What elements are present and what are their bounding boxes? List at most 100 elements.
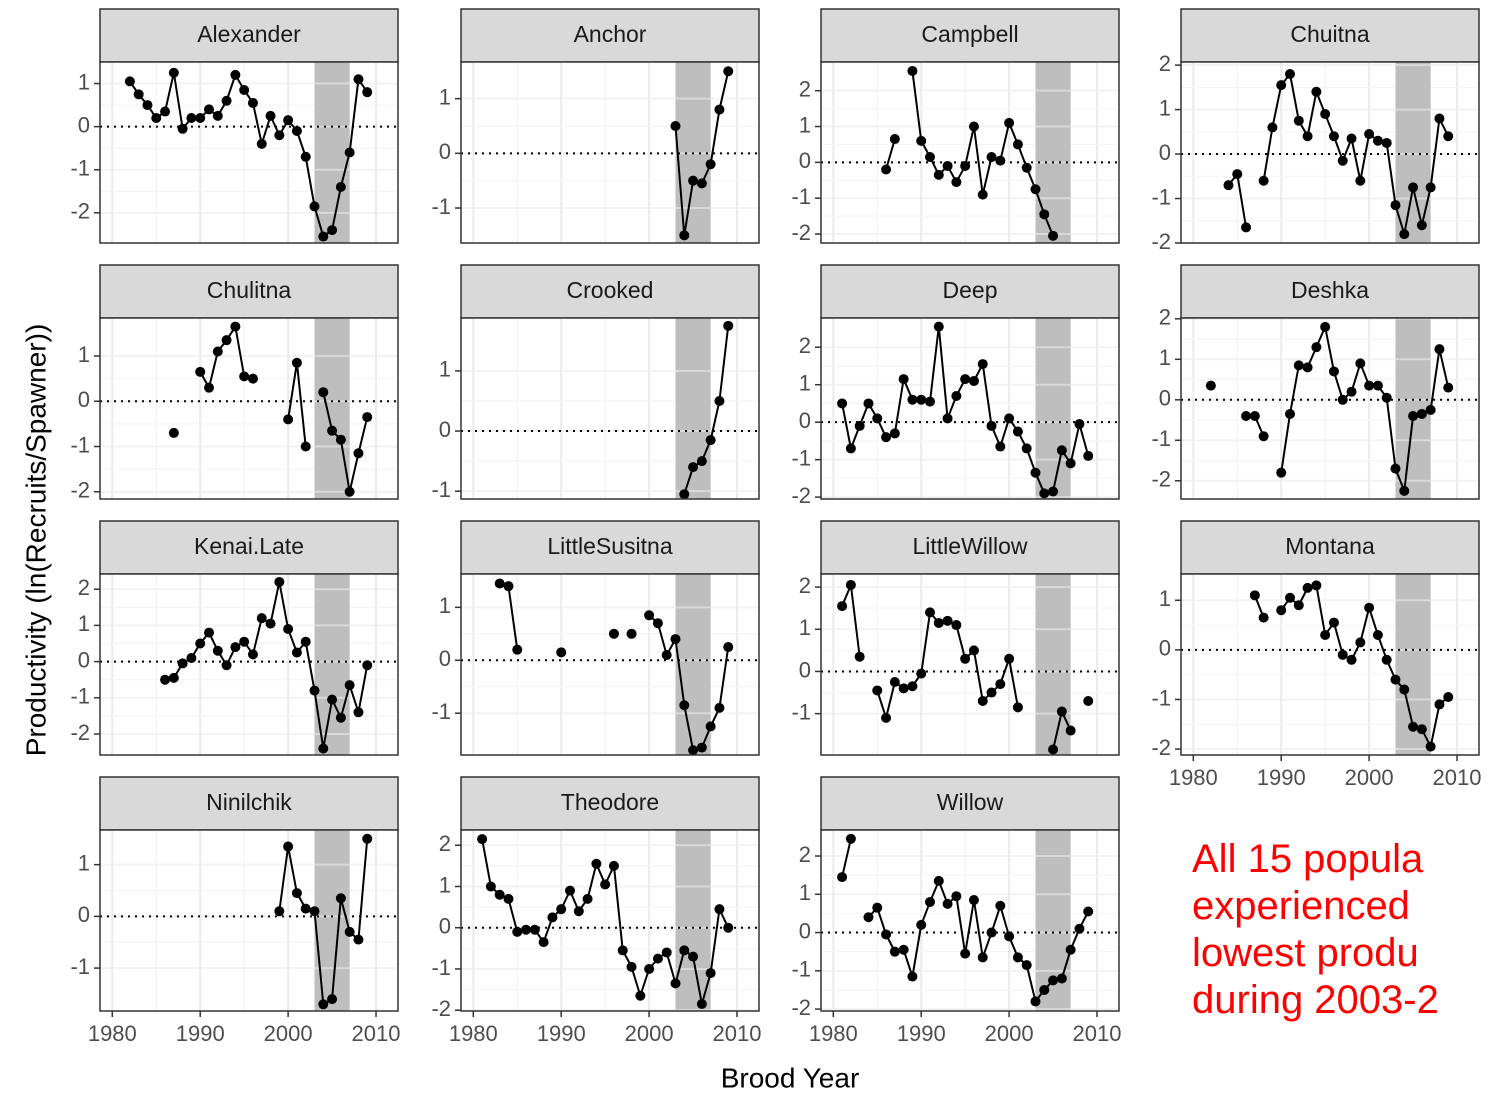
strip-label: LittleWillow [912,533,1027,559]
data-point [916,919,927,930]
data-point [265,618,276,629]
data-point [335,712,346,723]
data-point [1205,380,1216,391]
strip [820,8,1120,63]
data-point [968,121,979,132]
data-point [1425,741,1436,752]
data-point [1249,410,1260,421]
data-point [1276,80,1287,91]
data-point [837,872,848,883]
data-point [907,394,918,405]
y-tick-label: 1 [78,342,90,367]
data-point [309,201,320,212]
data-point [1241,410,1252,421]
data-point [968,375,979,386]
highlight-band [1035,318,1071,499]
data-point [1399,485,1410,496]
panel-border [1180,61,1480,244]
data-point [1320,321,1331,332]
x-tick-label: 1990 [176,1021,225,1046]
y-tick-label: 0 [439,914,451,939]
data-point [1223,180,1234,191]
data-point [872,902,883,913]
data-point [1434,344,1445,355]
data-point [1416,408,1427,419]
data-point [221,95,232,106]
data-point [679,700,690,711]
data-point [335,434,346,445]
data-point [933,875,944,886]
data-point [485,881,496,892]
data-point [608,860,619,871]
y-tick-label: -1 [791,699,811,724]
data-point [705,159,716,170]
panel-background [461,830,759,1011]
data-point [688,745,699,756]
data-point [968,895,979,906]
data-point [688,175,699,186]
data-point [942,160,953,171]
strip-label: Anchor [574,21,647,47]
data-point [1346,133,1357,144]
data-point [705,968,716,979]
data-point [239,371,250,382]
data-point [1390,200,1401,211]
data-point [362,87,373,98]
x-tick-label: 2000 [1345,765,1394,790]
panel-border [1180,317,1480,500]
data-point [898,944,909,955]
data-point [318,231,329,242]
data-point [1030,467,1041,478]
y-tick-label: -2 [70,478,90,503]
data-point [362,833,373,844]
data-point [881,164,892,175]
data-point [503,893,514,904]
data-point [872,685,883,696]
data-point [291,125,302,136]
data-point [1434,699,1445,710]
data-point [968,645,979,656]
data-point [907,681,918,692]
strip-label: Willow [937,789,1004,815]
data-point [204,104,215,115]
data-point [151,113,162,124]
data-point [556,904,567,915]
data-point [327,694,338,705]
y-tick-label: 0 [78,647,90,672]
y-tick-label: 1 [799,112,811,137]
strip [820,520,1120,575]
strip-label: Deep [943,277,998,303]
data-point [986,927,997,938]
data-point [714,904,725,915]
data-point [1012,952,1023,963]
data-point [1021,162,1032,173]
y-tick-label: 1 [78,69,90,94]
data-point [1372,629,1383,640]
data-point [696,178,707,189]
data-point [960,374,971,385]
data-point [1285,69,1296,80]
data-point [1355,637,1366,648]
data-point [688,951,699,962]
data-point [1399,684,1410,695]
data-point [1065,725,1076,736]
y-tick-label: -1 [431,699,451,724]
data-point [521,924,532,935]
y-tick-label: 1 [439,872,451,897]
x-tick-label: 1990 [897,1021,946,1046]
data-point [1443,382,1454,393]
data-point [977,189,988,200]
highlight-band [1395,62,1431,243]
data-point [652,618,663,629]
y-tick-label: 0 [78,387,90,412]
y-tick-label: 0 [799,918,811,943]
y-tick-label: 0 [1159,140,1171,165]
strip [99,264,399,319]
panel-border [1180,573,1480,756]
strip [820,776,1120,831]
data-point [889,946,900,957]
data-point [1285,592,1296,603]
data-point [291,357,302,368]
y-tick-label: 0 [78,112,90,137]
data-point [661,649,672,660]
